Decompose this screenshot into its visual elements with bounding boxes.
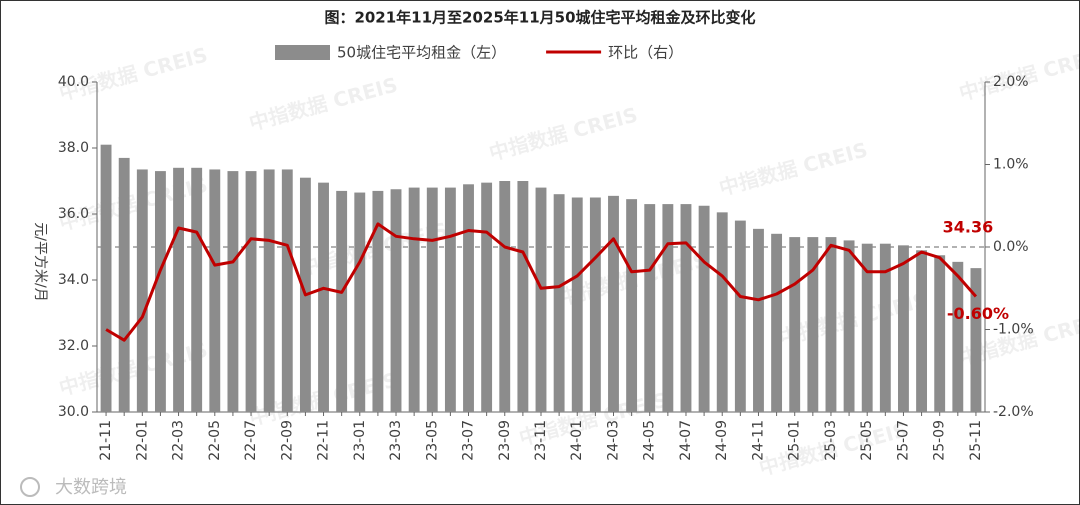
x-tick-label: 22-03 (171, 420, 187, 461)
x-tick-label: 24-11 (750, 420, 766, 461)
bar (245, 171, 257, 412)
x-tick-label: 22-11 (316, 420, 332, 461)
x-tick-label: 23-11 (533, 420, 549, 461)
x-tick-label: 24-03 (605, 420, 621, 461)
bar (191, 167, 203, 412)
bar (589, 197, 601, 412)
x-tick-label: 23-09 (497, 420, 513, 461)
bar (444, 187, 456, 412)
line-value-label: -0.60% (947, 304, 1009, 323)
bar (934, 255, 946, 412)
x-tick-label: 22-07 (243, 420, 259, 461)
footer-icon (20, 477, 40, 497)
x-tick-label: 23-01 (352, 420, 368, 461)
bar (916, 250, 928, 412)
x-tick-label: 25-05 (859, 420, 875, 461)
x-tick-label: 25-11 (968, 420, 984, 461)
bar (898, 245, 909, 412)
x-tick-label: 25-07 (895, 420, 911, 461)
x-tick-label: 23-05 (424, 420, 440, 461)
bar-value-label: 34.36 (943, 218, 994, 237)
bar (281, 169, 293, 412)
y-tick-label: 32.0 (58, 338, 89, 354)
x-tick-label: 23-07 (461, 420, 477, 461)
bar (553, 194, 565, 412)
bar (426, 187, 438, 412)
y2-tick-label: -1.0% (993, 322, 1034, 338)
x-tick-label: 24-01 (569, 420, 585, 461)
y-tick-label: 36.0 (58, 206, 89, 222)
bar (227, 171, 239, 412)
x-tick-label: 23-03 (388, 420, 404, 461)
bar (209, 169, 221, 412)
bar (408, 187, 420, 412)
bar (336, 190, 348, 412)
y2-tick-label: 1.0% (993, 157, 1029, 173)
x-tick-label: 24-07 (678, 420, 694, 461)
bar (734, 220, 746, 412)
x-tick-label: 25-03 (823, 420, 839, 461)
bar (372, 190, 384, 412)
bar (481, 182, 493, 412)
footer: 大数跨境 (55, 477, 127, 498)
bar (843, 240, 855, 412)
x-tick-label: 24-09 (714, 420, 730, 461)
bar (173, 167, 184, 412)
bar (789, 237, 801, 412)
bar (390, 189, 402, 412)
bar (716, 212, 728, 412)
bar (771, 233, 783, 412)
y2-tick-label: -2.0% (993, 404, 1034, 420)
y-tick-label: 34.0 (58, 272, 89, 288)
bar (354, 192, 366, 412)
bar (753, 228, 764, 412)
bar (608, 195, 619, 412)
chart-title: 图：2021年11月至2025年11月50城住宅平均租金及环比变化 (324, 9, 755, 27)
legend-label: 50城住宅平均租金（左） (337, 44, 506, 62)
y2-tick-label: 2.0% (993, 74, 1029, 90)
x-tick-label: 22-05 (207, 420, 223, 461)
x-tick-label: 21-11 (98, 420, 114, 461)
bar (698, 205, 710, 412)
bar (626, 199, 638, 412)
bar (263, 169, 275, 412)
bar (644, 204, 656, 412)
bar (680, 204, 692, 412)
y-tick-label: 38.0 (58, 140, 89, 156)
bar (154, 171, 166, 412)
bar (952, 261, 964, 412)
bar (571, 197, 583, 412)
bar (517, 181, 529, 412)
bar (825, 237, 837, 412)
bar (118, 157, 130, 412)
x-tick-label: 25-01 (787, 420, 803, 461)
bar (662, 204, 674, 412)
x-tick-label: 25-09 (932, 420, 948, 461)
legend-label: 环比（右） (608, 44, 683, 62)
bar (970, 268, 982, 412)
bar (535, 187, 547, 412)
y-axis-label: 元/平方米/月 (32, 222, 48, 301)
y-tick-label: 40.0 (58, 74, 89, 90)
bar (100, 144, 112, 412)
x-tick-label: 22-09 (279, 420, 295, 461)
bar (879, 243, 891, 412)
line (105, 222, 978, 342)
y-tick-label: 30.0 (58, 404, 89, 420)
bar (807, 237, 819, 412)
bar (136, 169, 148, 412)
legend-swatch (275, 45, 330, 60)
bar (861, 243, 873, 412)
bar (318, 182, 329, 412)
y2-tick-label: 0.0% (993, 239, 1029, 255)
x-tick-label: 22-01 (134, 420, 150, 461)
bar (499, 181, 511, 412)
x-tick-label: 24-05 (642, 420, 658, 461)
bar (463, 184, 474, 412)
